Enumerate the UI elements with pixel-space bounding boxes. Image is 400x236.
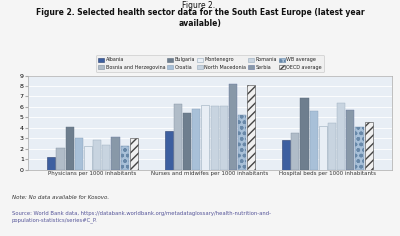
Bar [210, 106, 219, 170]
Text: Figure 2.: Figure 2. [182, 1, 218, 10]
Text: Source: World Bank data, https://databank.worldbank.org/metadataglossary/health-: Source: World Bank data, https://databan… [12, 211, 271, 223]
Bar [328, 123, 336, 170]
Bar [183, 113, 191, 170]
Legend: Albania, Bosnia and Herzegovina, Bulgaria, Croatia, Montenegro, North Macedonia,: Albania, Bosnia and Herzegovina, Bulgari… [96, 55, 324, 72]
Bar [346, 110, 354, 170]
Text: Figure 2. Selected health sector data for the South East Europe (latest year
ava: Figure 2. Selected health sector data fo… [36, 8, 364, 28]
Bar [174, 104, 182, 170]
Bar [300, 97, 308, 170]
Bar [75, 139, 83, 170]
Bar [229, 84, 237, 170]
Bar [220, 106, 228, 170]
Bar [310, 111, 318, 170]
Bar [112, 137, 120, 170]
Bar [56, 148, 64, 170]
Bar [291, 133, 299, 170]
Bar [282, 139, 290, 170]
Bar [238, 115, 246, 170]
Bar [337, 103, 345, 170]
Bar [130, 139, 138, 170]
Bar [102, 145, 110, 170]
Bar [365, 122, 373, 170]
Bar [356, 127, 364, 170]
Bar [165, 131, 173, 170]
Bar [247, 85, 255, 170]
Bar [84, 146, 92, 170]
Bar [47, 157, 55, 170]
Bar [66, 127, 74, 170]
Bar [201, 105, 210, 170]
Bar [93, 139, 101, 170]
Bar [121, 146, 129, 170]
Bar [319, 126, 327, 170]
Bar [192, 109, 200, 170]
Text: Note: No data available for Kosovo.: Note: No data available for Kosovo. [12, 195, 109, 200]
